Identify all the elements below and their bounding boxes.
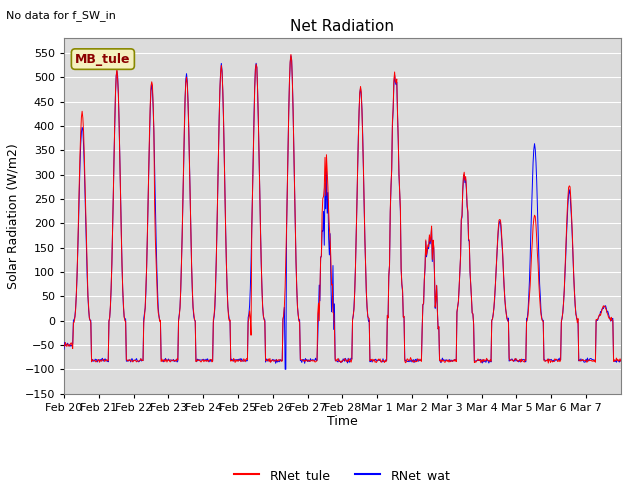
Text: No data for f_SW_in: No data for f_SW_in [6, 10, 116, 21]
Y-axis label: Solar Radiation (W/m2): Solar Radiation (W/m2) [6, 143, 19, 289]
Title: Net Radiation: Net Radiation [291, 20, 394, 35]
Text: MB_tule: MB_tule [75, 53, 131, 66]
Legend: RNet_tule, RNet_wat: RNet_tule, RNet_wat [230, 464, 455, 480]
X-axis label: Time: Time [327, 415, 358, 429]
